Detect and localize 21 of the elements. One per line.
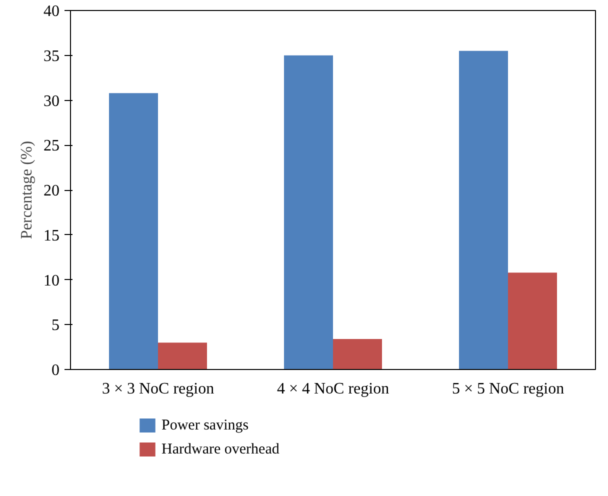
- y-tick-label: 40: [44, 3, 60, 20]
- y-tick-label: 10: [44, 272, 60, 290]
- bar: [109, 93, 158, 370]
- y-tick-label: 25: [44, 138, 60, 155]
- legend-label: Hardware overhead: [162, 442, 280, 458]
- y-tick-label: 30: [44, 92, 60, 110]
- y-tick-label: 20: [44, 182, 60, 200]
- bar: [508, 272, 557, 370]
- y-tick-label: 15: [44, 227, 60, 244]
- bar: [459, 50, 508, 370]
- x-tick-label: 3 × 3 NoC region: [102, 380, 214, 398]
- y-tick-label: 0: [52, 362, 60, 379]
- legend-label: Power savings: [162, 418, 249, 434]
- bar: [333, 338, 382, 370]
- y-tick-label: 5: [52, 317, 60, 334]
- y-tick-label: 35: [44, 48, 60, 65]
- bar: [284, 55, 333, 370]
- y-axis-title: Percentage (%): [18, 140, 36, 240]
- x-tick-label: 4 × 4 NoC region: [276, 380, 390, 398]
- bar: [158, 342, 207, 370]
- x-tick-label: 5 × 5 NoC region: [452, 380, 564, 398]
